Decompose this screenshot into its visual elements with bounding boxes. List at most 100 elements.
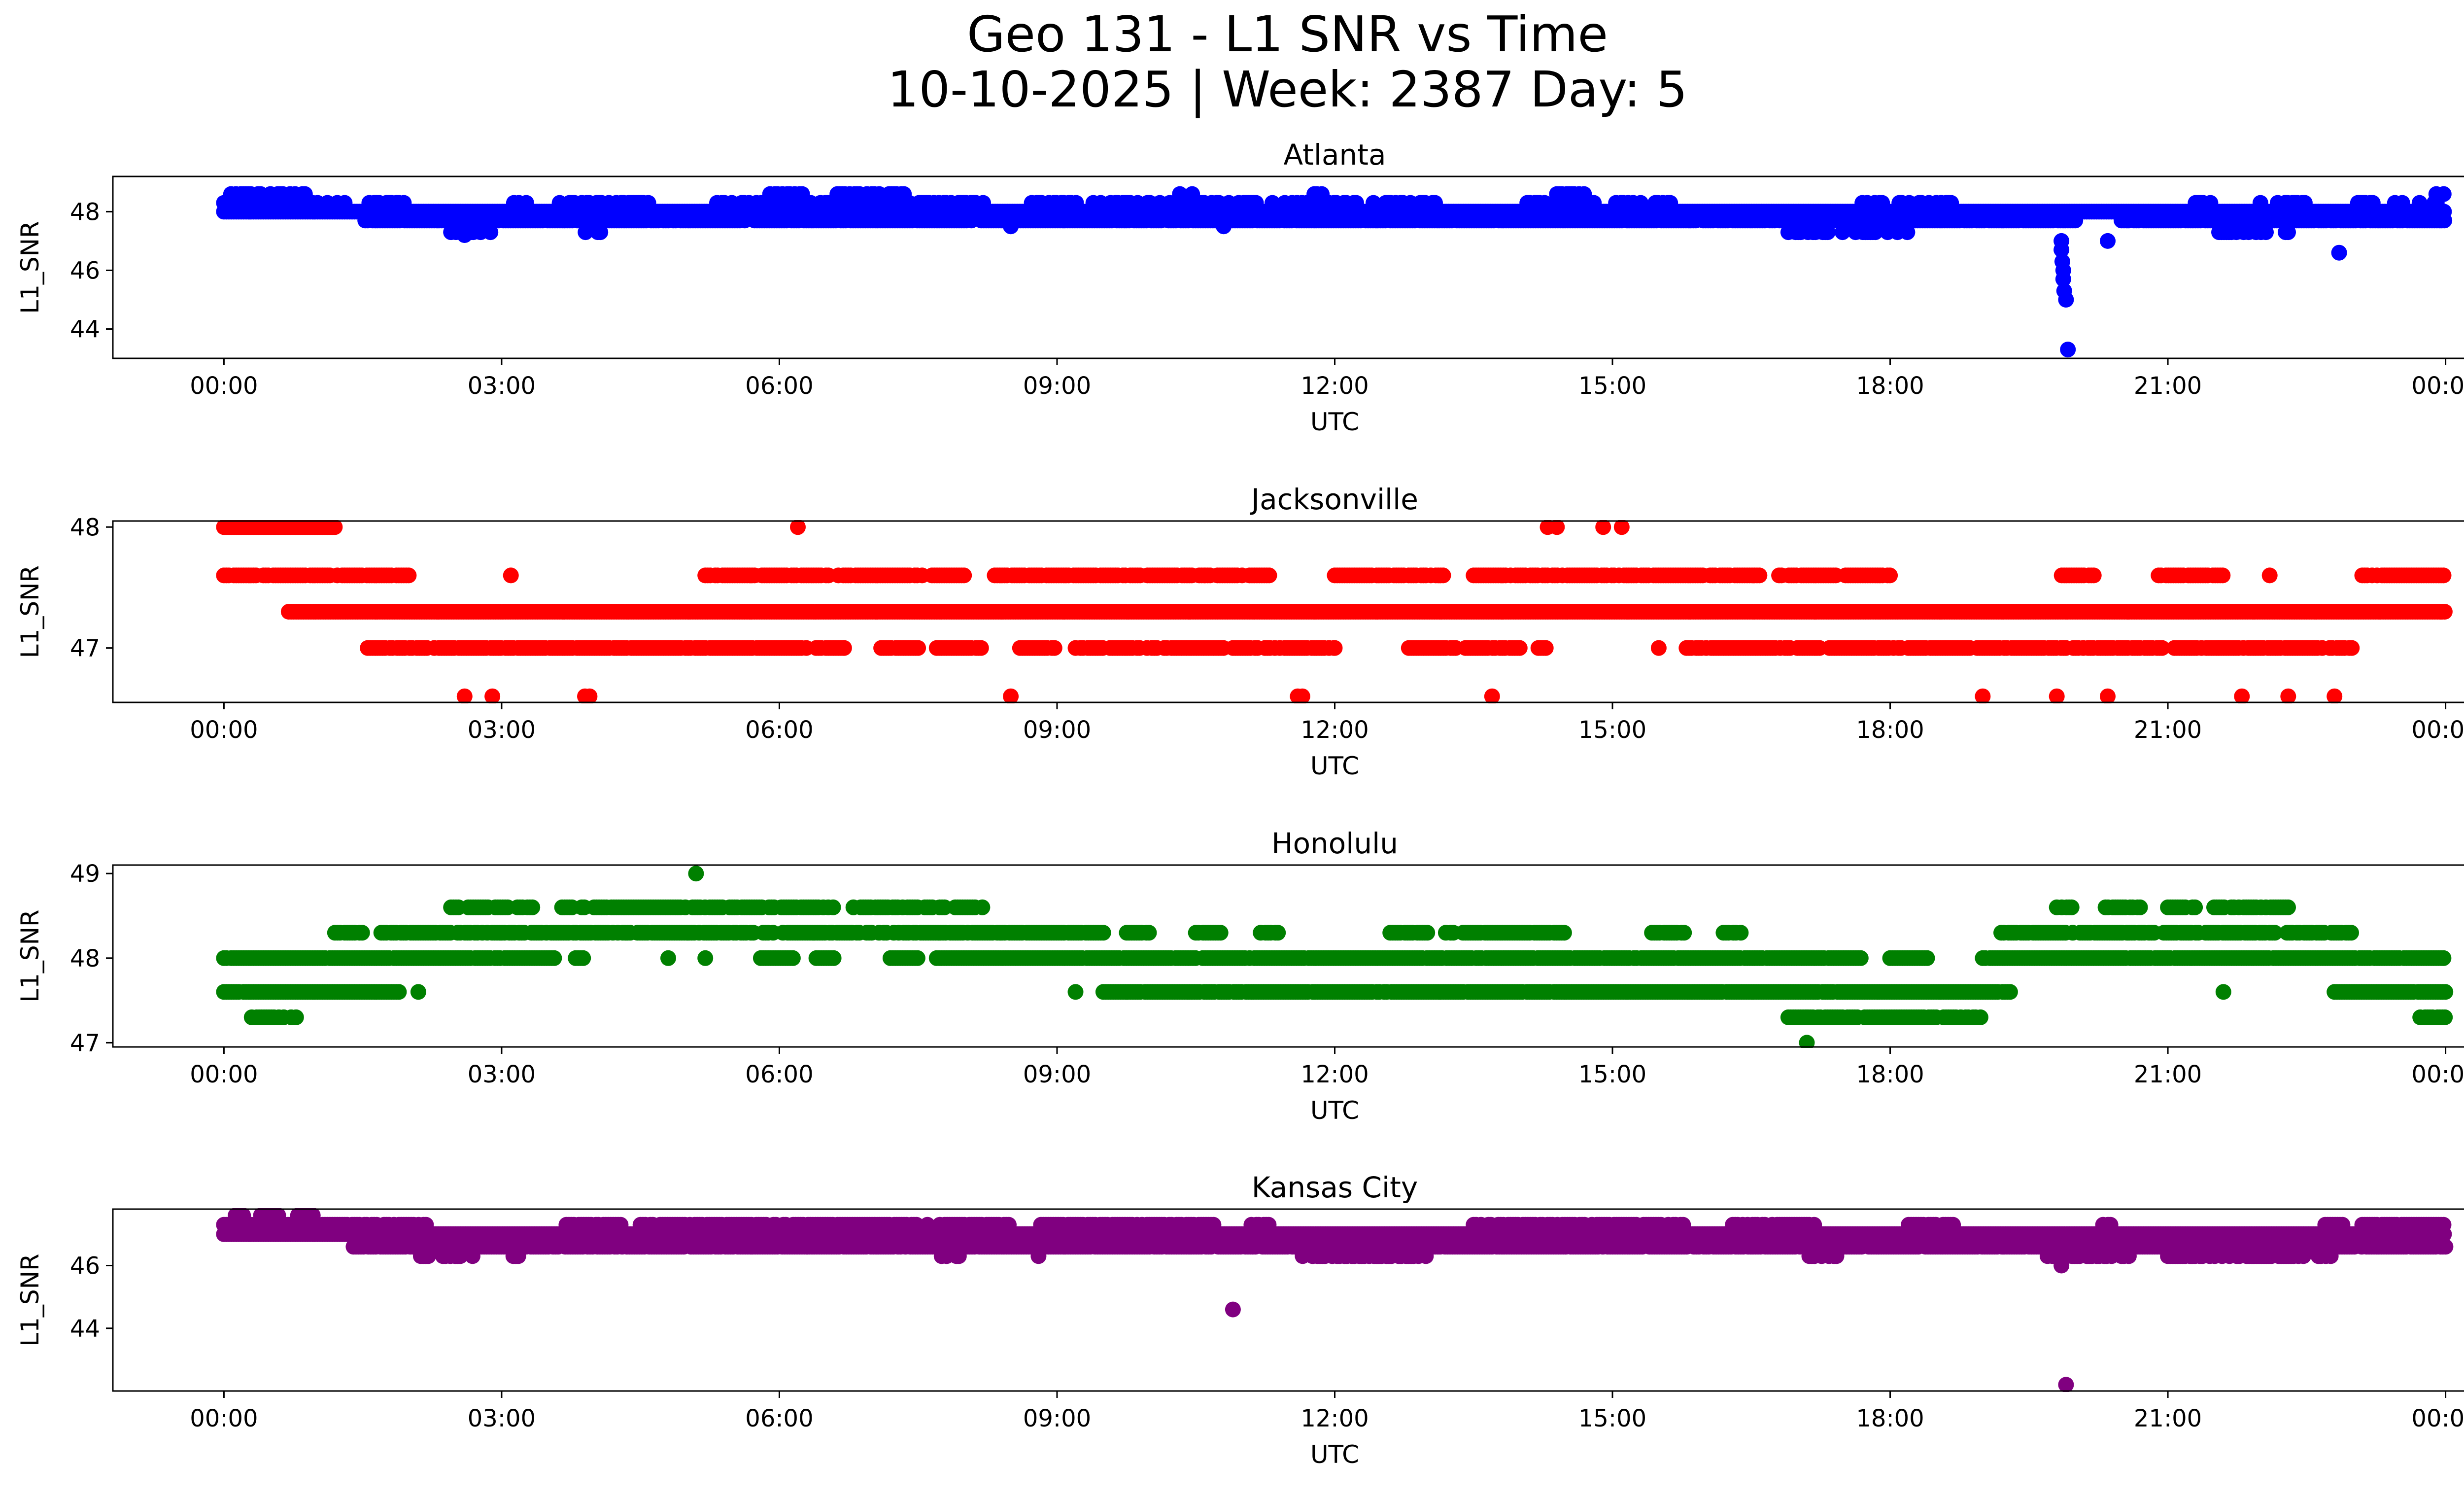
atlanta-x-tick-label: 18:00 (1856, 372, 1924, 400)
jacksonville-data-point (582, 688, 598, 703)
jacksonville-data-point (1003, 688, 1019, 703)
jacksonville-x-tick-label: 12:00 (1300, 716, 1369, 744)
honolulu-data-point (575, 950, 591, 966)
atlanta-y-tick-label: 46 (70, 257, 100, 284)
atlanta-data-point (2053, 242, 2070, 258)
jacksonville-data-point (2344, 640, 2360, 656)
jacksonville-x-tick-label: 06:00 (745, 716, 813, 744)
atlanta-data-point (592, 224, 609, 241)
atlanta-data-point (1003, 218, 1019, 235)
jacksonville-data-point (2261, 567, 2278, 584)
honolulu-data-point (524, 899, 541, 915)
jacksonville-data-point (1261, 567, 1277, 584)
jacksonville-data-point (484, 688, 501, 703)
jacksonville-data-point (1511, 640, 1528, 656)
jacksonville-data-point (1538, 640, 1554, 656)
honolulu-data-point (2267, 925, 2283, 941)
jacksonville-x-tick-label: 00:00 (2411, 716, 2464, 744)
jacksonville-data-point (1882, 567, 1898, 584)
subplot-honolulu: 00:00 03:00 06:00 09:00 12:00 15:00 18:00 21:00… (16, 827, 2464, 1125)
atlanta-data-point (2436, 212, 2453, 229)
honolulu-data-point (825, 950, 842, 966)
jacksonville-y-tick-label: 47 (70, 635, 100, 662)
jacksonville-x-tick-label: 09:00 (1023, 716, 1091, 744)
atlanta-data-point (2331, 244, 2347, 261)
atlanta-x-tick-label: 09:00 (1023, 372, 1091, 400)
atlanta-subplot-title: Atlanta (1283, 138, 1386, 172)
atlanta-data-point (578, 224, 594, 241)
honolulu-data-point (1141, 925, 1157, 941)
jacksonville-data-point (910, 640, 926, 656)
jacksonville-data-point (401, 567, 417, 584)
jacksonville-data-point (2280, 688, 2296, 703)
jacksonville-x-tick-label: 03:00 (468, 716, 536, 744)
jacksonville-data-point (1650, 640, 1667, 656)
atlanta-data-point (2100, 233, 2116, 249)
subplot-atlanta: 00:00 03:00 06:00 09:00 12:00 15:00 18:00 21:00… (16, 138, 2464, 436)
atlanta-y-axis-label: L1_SNR (16, 221, 44, 314)
atlanta-data-point (1867, 224, 1883, 241)
atlanta-data-point (2055, 271, 2071, 287)
jacksonville-data-point (1751, 567, 1768, 584)
jacksonville-data-point (2327, 688, 2343, 703)
atlanta-x-tick-label: 15:00 (1578, 372, 1646, 400)
atlanta-data-point (2258, 224, 2274, 241)
figure-title: Geo 131 - L1 SNR vs Time (967, 5, 1608, 63)
jacksonville-data-point (2234, 688, 2250, 703)
atlanta-data-point (2058, 292, 2074, 308)
honolulu-data-point (1676, 925, 1692, 941)
atlanta-y-tick-label: 44 (70, 315, 100, 343)
jacksonville-y-axis-label: L1_SNR (16, 565, 44, 659)
jacksonville-data-point (2100, 688, 2116, 703)
atlanta-data-point (456, 227, 473, 243)
honolulu-data-point (546, 950, 562, 966)
figure-title-block: Geo 131 - L1 SNR vs Time 10-10-2025 | We… (0, 7, 2464, 117)
jacksonville-x-axis-label: UTC (1310, 752, 1359, 780)
jacksonville-x-tick-label: 00:00 (190, 716, 258, 744)
jacksonville-x-tick-label: 18:00 (1856, 716, 1924, 744)
jacksonville-data-point (2215, 567, 2231, 584)
honolulu-data-point (2132, 899, 2148, 915)
atlanta-points (216, 186, 2453, 358)
jacksonville-subplot-title: Jacksonville (1250, 483, 1418, 516)
jacksonville-data-point (1046, 640, 1062, 656)
honolulu-data-point (2280, 899, 2296, 915)
jacksonville-data-point (1595, 520, 1611, 535)
honolulu-data-point (2063, 899, 2080, 915)
honolulu-data-point (354, 925, 370, 941)
jacksonville-data-point (1484, 688, 1500, 703)
honolulu-data-point (1419, 925, 1436, 941)
jacksonville-data-point (2154, 640, 2170, 656)
atlanta-data-point (1834, 224, 1850, 241)
atlanta-data-point (2280, 224, 2296, 241)
honolulu-data-point (1733, 925, 1749, 941)
atlanta-x-tick-label: 03:00 (468, 372, 536, 400)
jacksonville-data-point (1435, 567, 1451, 584)
jacksonville-data-point (2211, 640, 2227, 656)
jacksonville-data-point (1294, 688, 1310, 703)
jacksonville-data-point (956, 567, 972, 584)
honolulu-points (216, 866, 2454, 1048)
jacksonville-data-point (836, 640, 852, 656)
honolulu-data-point (1270, 925, 1286, 941)
honolulu-data-point (1556, 925, 1572, 941)
atlanta-x-tick-label: 21:00 (2134, 372, 2202, 400)
jacksonville-data-point (503, 567, 519, 584)
figure-subtitle: 10-10-2025 | Week: 2387 Day: 5 (887, 61, 1688, 118)
jacksonville-x-tick-label: 15:00 (1578, 716, 1646, 744)
jacksonville-data-point (790, 520, 806, 535)
jacksonville-data-point (2436, 604, 2453, 620)
atlanta-data-point (482, 224, 499, 241)
honolulu-data-point (974, 899, 991, 915)
jacksonville-data-point (2049, 688, 2065, 703)
atlanta-data-point (1899, 224, 1916, 241)
honolulu-data-point (1095, 925, 1111, 941)
atlanta-x-tick-label: 06:00 (745, 372, 813, 400)
jacksonville-data-point (327, 520, 343, 535)
atlanta-x-tick-label: 00:00 (190, 372, 258, 400)
jacksonville-points (216, 520, 2453, 703)
jacksonville-data-point (2086, 567, 2102, 584)
jacksonville-data-point (1327, 640, 1343, 656)
jacksonville-x-tick-label: 21:00 (2134, 716, 2202, 744)
